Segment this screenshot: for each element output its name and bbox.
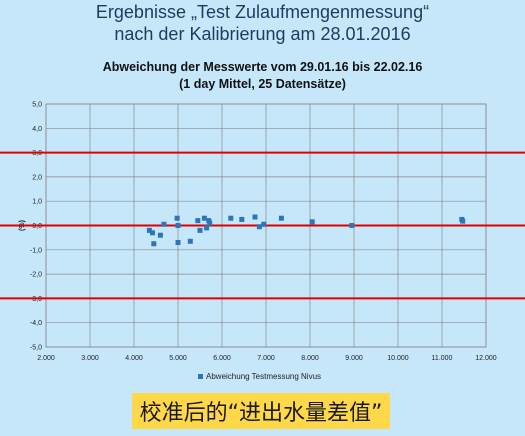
x-tick-label: 9.000 [345, 355, 363, 362]
x-tick-label: 7.000 [257, 355, 275, 362]
x-tick-label: 4.000 [125, 355, 143, 362]
y-tick-label: 2,0 [32, 174, 42, 181]
page-title-line2: nach der Kalibrierung am 28.01.2016 [114, 24, 411, 44]
data-point [207, 220, 213, 226]
data-point [278, 215, 284, 221]
data-point [309, 219, 315, 225]
data-point [460, 218, 466, 224]
chart-subtitle: (1 day Mittel, 25 Datensätze) [179, 77, 346, 91]
x-tick-label: 5.000 [169, 355, 187, 362]
data-point [195, 218, 201, 224]
data-point [175, 223, 181, 228]
legend-label: Abweichung Testmessung Nivus [206, 372, 322, 381]
data-point [157, 232, 163, 238]
y-tick-label: -2,0 [30, 272, 42, 279]
caption-text: 校准后的“进出水量差值” [139, 401, 383, 426]
data-point [239, 216, 245, 222]
data-point [204, 225, 210, 231]
data-point [146, 227, 152, 233]
data-point [252, 214, 258, 220]
x-tick-label: 12.000 [475, 355, 497, 362]
x-tick-label: 3.000 [81, 355, 99, 362]
x-tick-label: 10.000 [387, 355, 409, 362]
x-tick-label: 8.000 [301, 355, 319, 362]
chart-legend: Abweichung Testmessung Nivus [198, 372, 321, 381]
data-point [349, 223, 355, 228]
chart-title: Abweichung der Messwerte vom 29.01.16 bi… [102, 60, 423, 74]
caption-banner: 校准后的“进出水量差值” [132, 393, 390, 429]
data-point [197, 227, 203, 233]
data-point [201, 215, 207, 221]
y-tick-label: 1,0 [32, 199, 42, 206]
data-point [256, 224, 262, 230]
legend-marker-icon [198, 374, 203, 379]
data-point [228, 215, 234, 221]
data-point [187, 238, 193, 244]
page-title-line1: Ergebnisse „Test Zulaufmengenmessung“ [95, 2, 430, 22]
y-tick-label: -1,0 [30, 247, 42, 254]
y-tick-label: 4,0 [32, 126, 42, 133]
y-tick-label: -4,0 [30, 320, 42, 327]
y-tick-label: 5,0 [32, 102, 42, 109]
data-point [161, 221, 167, 227]
data-point [151, 241, 157, 247]
data-point [261, 221, 267, 227]
data-point [174, 215, 180, 221]
x-tick-label: 6.000 [213, 355, 231, 362]
y-tick-label: -5,0 [30, 345, 42, 352]
x-tick-label: 2.000 [37, 355, 55, 362]
data-point [149, 230, 155, 236]
data-point [175, 240, 181, 246]
x-tick-label: 11.000 [432, 355, 453, 362]
